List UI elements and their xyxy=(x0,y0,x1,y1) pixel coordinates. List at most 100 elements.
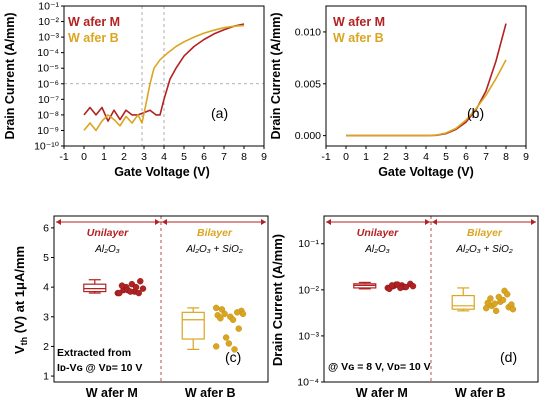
panel-c-point xyxy=(234,309,241,316)
panel-d-point xyxy=(492,307,500,315)
panel-c-point xyxy=(213,343,220,350)
panel-a-series-wafer-b xyxy=(83,24,245,132)
panel-d-point xyxy=(409,282,417,290)
panel-a-xlabel: Gate Voltage (V) xyxy=(114,165,210,179)
panel-c-group-sub-0: Al₂O₃ xyxy=(94,244,119,255)
panel-b-series-wafer-b xyxy=(346,59,507,137)
panel-d-point xyxy=(509,305,517,313)
panel-a-legend-wafer-b: W afer B xyxy=(68,31,119,45)
panel-a-xtick-label: 5 xyxy=(181,151,187,163)
panel-d-point xyxy=(495,293,503,301)
panel-d-point xyxy=(487,295,494,302)
panel-c-label: (c) xyxy=(225,349,241,365)
panel-a-ytick-label: 10⁻⁷ xyxy=(38,94,59,106)
panel-a-xtick-label: 3 xyxy=(141,151,147,163)
panel-c-point xyxy=(213,304,220,312)
panel-c-chart: Unilayer Al₂O₃ Bilayer Al₂O₃ + SiO₂ W afer … xyxy=(12,215,269,400)
panel-d-box-wafer-b xyxy=(451,294,475,310)
panel-b-xtick-label: 0 xyxy=(343,151,349,163)
panel-b-chart: -1 0 1 2 3 4 5 6 7 8 9 0.000 0.005 0.010 Gate Voltage… xyxy=(269,5,529,179)
panel-b-xtick-label: 5 xyxy=(443,151,449,163)
panel-d-ylabel: Drain Current (A/mm) xyxy=(270,234,285,366)
panel-c-xcat-label: W afer B xyxy=(185,386,236,400)
panel-c-point xyxy=(235,325,242,332)
panel-d-group-title-1: Bilayer xyxy=(467,227,503,239)
panel-a-xtick-label: 2 xyxy=(121,151,127,163)
panel-b-xtick-label: 3 xyxy=(403,151,409,163)
panel-c-point xyxy=(217,315,224,322)
panel-a-ytick-label: 10⁻⁵ xyxy=(37,63,59,75)
panel-d-point xyxy=(504,291,511,298)
panel-b-xtick-label: -1 xyxy=(321,151,330,163)
panel-c-point xyxy=(116,289,123,297)
panel-d-bracket-arrow-mid-left xyxy=(425,219,430,225)
panel-b-xtick-label: 2 xyxy=(383,151,389,163)
panel-b-xtick-label: 9 xyxy=(523,151,529,163)
panel-a-ytick-label: 10⁻² xyxy=(38,16,59,28)
panel-b-ytick-label: 0.000 xyxy=(295,130,321,142)
panel-c-point xyxy=(135,289,142,297)
panel-c-group-title-0: Unilayer xyxy=(87,227,129,239)
panel-a-xtick-label: 0 xyxy=(81,151,87,163)
panel-d-annotation: @ Vɢ = 8 V, Vᴅ= 10 V xyxy=(328,361,431,373)
panel-d-point xyxy=(491,300,498,307)
panel-c-ytick-label: 3 xyxy=(43,311,49,323)
panel-d-point xyxy=(397,284,404,292)
panel-c-point xyxy=(239,310,247,318)
panel-d-point xyxy=(388,282,396,289)
panel-d-group-title-0: Unilayer xyxy=(357,227,399,239)
panel-c-point xyxy=(229,316,237,323)
panel-c-ytick-label: 6 xyxy=(43,222,49,234)
panel-d-xcat-label: W afer M xyxy=(356,386,408,400)
panel-b-ytick-label: 0.010 xyxy=(295,26,321,38)
panel-d-group-sub-1: Al₂O₃ + SiO₂ xyxy=(455,244,513,255)
panel-c-ytick-label: 1 xyxy=(43,371,49,383)
panel-d-ytick-label: 10⁻⁴ xyxy=(297,377,319,389)
panel-a-chart: -1 0 1 2 3 4 5 6 7 8 9 10⁻¹⁰ 10⁻⁹ 10⁻⁸ 10⁻⁷ 10⁻⁶ 10⁻⁵ 10⁻… xyxy=(3,1,267,180)
panel-d-xcat-label: W afer B xyxy=(455,386,506,400)
panel-d-bracket-arrow-mid-right xyxy=(432,219,437,225)
panel-c-annotation-1: Extracted from xyxy=(57,347,131,359)
panel-a-xtick-label: 8 xyxy=(241,151,247,163)
panel-a-series-wafer-m xyxy=(83,23,245,122)
panel-a-xtick-label: 6 xyxy=(201,151,207,163)
panel-a-legend-wafer-m: W afer M xyxy=(68,15,120,29)
panel-c-point xyxy=(139,285,147,292)
panel-b-ytick-label: 0.005 xyxy=(295,78,321,90)
panel-c-annotation-2: Iᴅ-Vɢ @ Vᴅ= 10 V xyxy=(57,362,142,374)
panel-c-box-wafer-b xyxy=(181,311,205,340)
panel-a-ytick-label: 10⁻⁴ xyxy=(37,47,59,59)
panel-c-ytick-label: 5 xyxy=(43,252,49,264)
panel-a-ytick-label: 10⁻⁶ xyxy=(37,78,59,90)
panel-c-point xyxy=(118,282,126,289)
panel-c-point xyxy=(231,346,238,353)
panel-d-ytick-label: 10⁻² xyxy=(298,284,319,296)
panel-a-ytick-label: 10⁻⁹ xyxy=(37,125,59,137)
panel-a-xtick-label: 9 xyxy=(261,151,267,163)
panel-a-xtick-label: 1 xyxy=(101,151,107,163)
panel-a-ytick-label: 10⁻⁸ xyxy=(37,109,59,121)
panel-b-xtick-label: 1 xyxy=(363,151,369,163)
panel-c-ylabel: Vth (V) at 1μA/mm xyxy=(12,246,29,354)
panel-d-frame xyxy=(323,215,539,383)
panel-c-point xyxy=(225,340,233,347)
panel-c-bracket-arrow-right xyxy=(261,219,266,225)
panel-b-xtick-label: 4 xyxy=(423,151,429,163)
panel-d-bracket-arrow-right xyxy=(531,219,536,225)
panel-a-label: (a) xyxy=(211,105,228,121)
panel-c-group-title-1: Bilayer xyxy=(197,227,233,239)
panel-b-label: (b) xyxy=(467,105,484,121)
panel-d-group-sub-0: Al₂O₃ xyxy=(364,244,389,255)
panel-b-xtick-label: 8 xyxy=(503,151,509,163)
panel-b-xlabel: Gate Voltage (V) xyxy=(378,165,474,179)
panel-c-ytick-label: 4 xyxy=(43,282,49,294)
panel-a-xtick-label: -1 xyxy=(59,151,68,163)
panel-c-bracket-arrow-left xyxy=(56,219,61,225)
panel-d-point xyxy=(483,304,490,312)
panel-c-group-sub-1: Al₂O₃ + SiO₂ xyxy=(185,244,243,255)
panel-c-point xyxy=(132,283,140,291)
panel-d-ytick-label: 10⁻¹ xyxy=(298,238,319,250)
panel-c-point xyxy=(222,334,230,341)
panel-c-bracket-arrow-mid-left xyxy=(155,219,160,225)
panel-b-ylabel: Drain Current (A/mm) xyxy=(269,12,283,139)
